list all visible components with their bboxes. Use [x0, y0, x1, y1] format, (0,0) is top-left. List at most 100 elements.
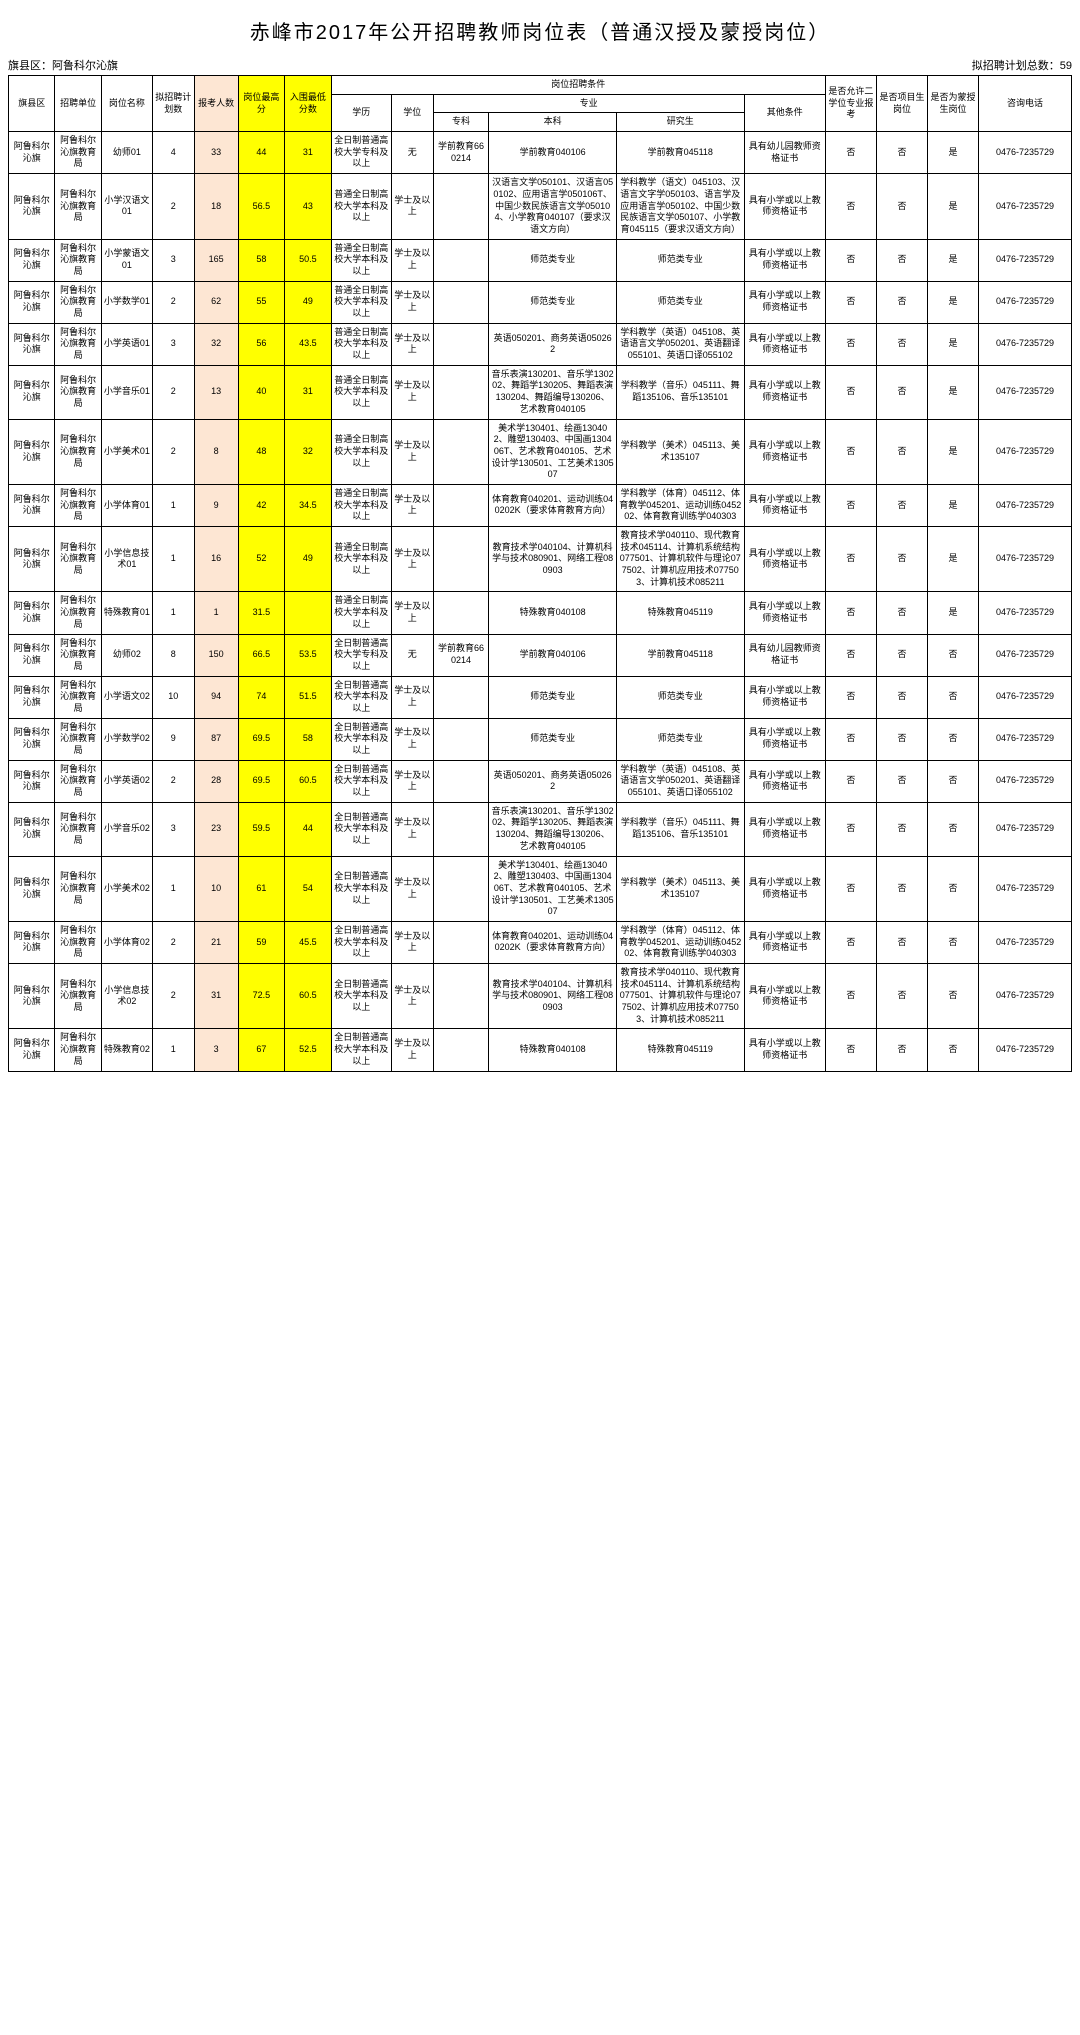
cell-l: 学科教学（音乐）045111、舞蹈135106、音乐135101	[616, 802, 744, 856]
cell-n: 否	[825, 323, 876, 365]
cell-g: 45.5	[285, 921, 331, 963]
cell-c: 特殊教育01	[101, 592, 152, 634]
cell-b: 阿鲁科尔沁旗教育局	[55, 281, 101, 323]
cell-m: 具有小学或以上教师资格证书	[744, 1029, 825, 1071]
cell-c: 小学英语02	[101, 760, 152, 802]
cell-g: 34.5	[285, 484, 331, 526]
cell-n: 否	[825, 239, 876, 281]
cell-c: 小学体育01	[101, 484, 152, 526]
cell-h: 全日制普通高校大学本科及以上	[331, 964, 391, 1029]
cell-j	[433, 802, 489, 856]
cell-e: 150	[194, 634, 238, 676]
cell-q: 0476-7235729	[979, 592, 1072, 634]
cell-d: 8	[152, 634, 194, 676]
cell-g: 50.5	[285, 239, 331, 281]
cell-o: 否	[876, 676, 927, 718]
cell-h: 普通全日制高校大学本科及以上	[331, 365, 391, 419]
cell-q: 0476-7235729	[979, 921, 1072, 963]
table-row: 阿鲁科尔沁旗阿鲁科尔沁旗教育局幼师02815066.553.5全日制普通高校大学…	[9, 634, 1072, 676]
cell-i: 无	[391, 634, 433, 676]
cell-c: 小学美术01	[101, 419, 152, 484]
cell-p: 否	[927, 964, 978, 1029]
cell-o: 否	[876, 634, 927, 676]
cell-d: 2	[152, 921, 194, 963]
cell-g: 58	[285, 718, 331, 760]
cell-b: 阿鲁科尔沁旗教育局	[55, 527, 101, 592]
cell-l: 学科教学（语文）045103、汉语言文字学050103、语言学及应用语言学050…	[616, 174, 744, 239]
cell-m: 具有小学或以上教师资格证书	[744, 676, 825, 718]
cell-b: 阿鲁科尔沁旗教育局	[55, 419, 101, 484]
cell-d: 2	[152, 419, 194, 484]
cell-i: 学士及以上	[391, 921, 433, 963]
cell-l: 学前教育045118	[616, 132, 744, 174]
cell-h: 全日制普通高校大学专科及以上	[331, 634, 391, 676]
cell-c: 小学音乐02	[101, 802, 152, 856]
cell-l: 教育技术学040110、现代教育技术045114、计算机系统结构077501、计…	[616, 964, 744, 1029]
cell-k: 师范类专业	[489, 718, 617, 760]
h-dual: 是否允许二学位专业报考	[825, 76, 876, 132]
cell-a: 阿鲁科尔沁旗	[9, 718, 55, 760]
cell-o: 否	[876, 132, 927, 174]
cell-c: 小学数学02	[101, 718, 152, 760]
cell-f: 40	[238, 365, 284, 419]
cell-n: 否	[825, 132, 876, 174]
cell-a: 阿鲁科尔沁旗	[9, 527, 55, 592]
cell-k: 学前教育040106	[489, 132, 617, 174]
cell-a: 阿鲁科尔沁旗	[9, 634, 55, 676]
cell-i: 学士及以上	[391, 676, 433, 718]
cell-c: 小学汉语文01	[101, 174, 152, 239]
cell-k: 音乐表演130201、音乐学130202、舞蹈学130205、舞蹈表演13020…	[489, 802, 617, 856]
cell-f: 67	[238, 1029, 284, 1071]
cell-h: 全日制普通高校大学本科及以上	[331, 921, 391, 963]
cell-j: 学前教育660214	[433, 132, 489, 174]
cell-i: 学士及以上	[391, 484, 433, 526]
cell-g: 31	[285, 365, 331, 419]
h-degree: 学位	[391, 94, 433, 131]
cell-i: 学士及以上	[391, 760, 433, 802]
cell-o: 否	[876, 527, 927, 592]
cell-q: 0476-7235729	[979, 964, 1072, 1029]
cell-a: 阿鲁科尔沁旗	[9, 365, 55, 419]
cell-h: 全日制普通高校大学本科及以上	[331, 676, 391, 718]
cell-o: 否	[876, 281, 927, 323]
cell-p: 是	[927, 239, 978, 281]
cell-i: 学士及以上	[391, 718, 433, 760]
cell-f: 66.5	[238, 634, 284, 676]
cell-d: 2	[152, 760, 194, 802]
cell-i: 学士及以上	[391, 1029, 433, 1071]
region-value: 阿鲁科尔沁旗	[52, 60, 118, 72]
cell-i: 学士及以上	[391, 281, 433, 323]
cell-g: 52.5	[285, 1029, 331, 1071]
cell-d: 1	[152, 484, 194, 526]
cell-m: 具有小学或以上教师资格证书	[744, 592, 825, 634]
table-row: 阿鲁科尔沁旗阿鲁科尔沁旗教育局小学语文0210947451.5全日制普通高校大学…	[9, 676, 1072, 718]
cell-c: 小学信息技术02	[101, 964, 152, 1029]
cell-g	[285, 592, 331, 634]
cell-a: 阿鲁科尔沁旗	[9, 419, 55, 484]
cell-g: 49	[285, 527, 331, 592]
cell-l: 学科教学（英语）045108、英语语言文学050201、英语翻译055101、英…	[616, 323, 744, 365]
cell-e: 13	[194, 365, 238, 419]
cell-q: 0476-7235729	[979, 856, 1072, 921]
cell-f: 58	[238, 239, 284, 281]
cell-g: 51.5	[285, 676, 331, 718]
cell-b: 阿鲁科尔沁旗教育局	[55, 964, 101, 1029]
cell-n: 否	[825, 174, 876, 239]
cell-b: 阿鲁科尔沁旗教育局	[55, 760, 101, 802]
cell-a: 阿鲁科尔沁旗	[9, 239, 55, 281]
cell-e: 165	[194, 239, 238, 281]
positions-table: 旗县区 招聘单位 岗位名称 拟招聘计划数 报考人数 岗位最高分 入围最低分数 岗…	[8, 75, 1072, 1072]
cell-c: 小学语文02	[101, 676, 152, 718]
cell-h: 普通全日制高校大学本科及以上	[331, 592, 391, 634]
cell-k: 特殊教育040108	[489, 1029, 617, 1071]
cell-f: 31.5	[238, 592, 284, 634]
cell-d: 3	[152, 802, 194, 856]
table-header: 旗县区 招聘单位 岗位名称 拟招聘计划数 报考人数 岗位最高分 入围最低分数 岗…	[9, 76, 1072, 132]
h-major: 专业	[433, 94, 744, 113]
cell-j	[433, 592, 489, 634]
cell-p: 是	[927, 419, 978, 484]
cell-j	[433, 239, 489, 281]
cell-p: 是	[927, 174, 978, 239]
cell-q: 0476-7235729	[979, 1029, 1072, 1071]
cell-b: 阿鲁科尔沁旗教育局	[55, 921, 101, 963]
